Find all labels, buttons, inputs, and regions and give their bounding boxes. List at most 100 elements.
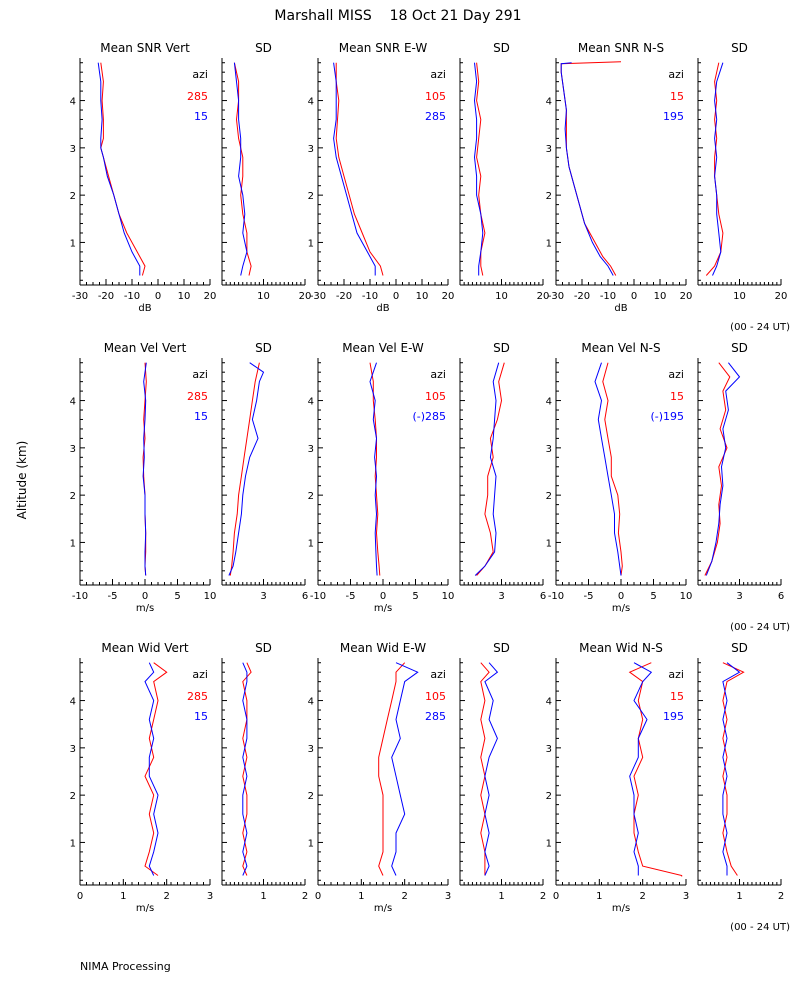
series-line-red	[335, 62, 384, 276]
series-line-red	[704, 362, 731, 576]
x-tick-label: -10	[72, 591, 88, 602]
series-line-blue	[594, 362, 622, 576]
series-line-red	[480, 662, 490, 876]
legend-entry: 285	[187, 390, 208, 403]
y-tick-label: 2	[308, 191, 314, 202]
panel-vel-ew: Mean Vel E-W 1 2 3 4 -10 -5 0 5 10 m/s azi 105 (-)285	[308, 341, 455, 614]
x-tick-label: 3	[683, 891, 689, 902]
panel-vel-vert: Mean Vel Vert 1 2 3 4 -10 -5 0 5 10 m/s azi 285 15	[70, 341, 217, 614]
y-tick-label: 2	[308, 791, 314, 802]
x-tick-label: 3	[736, 591, 742, 602]
series-line-blue	[369, 362, 378, 576]
x-tick-label: 10	[442, 591, 455, 602]
legend-title: azi	[668, 668, 684, 681]
panel-title: SD	[493, 641, 510, 655]
x-tick-label: 2	[639, 891, 645, 902]
y-tick-label: 4	[70, 397, 76, 408]
x-tick-label: 6	[540, 591, 546, 602]
series-line-red	[476, 62, 486, 276]
panel-title: Mean Vel E-W	[342, 341, 424, 355]
legend-entry: 105	[425, 90, 446, 103]
x-tick-label: 10	[178, 291, 191, 302]
x-tick-label: 20	[299, 291, 312, 302]
x-tick-label: -20	[336, 291, 352, 302]
panel-title: SD	[255, 41, 272, 55]
panel-vel-vert-sd: SD 3 6	[221, 341, 308, 602]
y-tick-label: 1	[70, 838, 76, 849]
y-tick-label: 3	[546, 444, 552, 455]
x-tick-label: 0	[142, 591, 148, 602]
time-note-row2: (00 - 24 UT)	[730, 622, 790, 633]
series-line-blue	[142, 362, 147, 576]
y-tick-label: 3	[546, 744, 552, 755]
legend-entry: 285	[187, 90, 208, 103]
legend-title: azi	[192, 668, 208, 681]
series-line-blue	[474, 362, 500, 576]
series-line-red	[369, 362, 381, 576]
legend-entry: 15	[194, 110, 208, 123]
x-tick-label: 1	[260, 891, 266, 902]
panel-wid-ns-sd: SD 1 2	[697, 641, 784, 902]
legend-title: azi	[430, 668, 446, 681]
panel-title: SD	[255, 641, 272, 655]
x-tick-label: 20	[775, 291, 788, 302]
series-line-blue	[242, 662, 248, 876]
x-tick-label: -10	[600, 291, 616, 302]
legend-entry: 15	[670, 690, 684, 703]
panel-title: Mean Vel N-S	[581, 341, 660, 355]
panel-title: SD	[255, 341, 272, 355]
panel-title: SD	[493, 41, 510, 55]
x-tick-label: 0	[631, 291, 637, 302]
series-line-red	[602, 362, 623, 576]
y-tick-label: 4	[70, 697, 76, 708]
series-line-red	[100, 62, 146, 276]
x-axis-label: dB	[614, 303, 627, 314]
panel-wid-ns: Mean Wid N-S 1 2 3 4 0 1 2 3 m/s azi 15 195	[546, 641, 690, 914]
legend-title: azi	[668, 68, 684, 81]
x-tick-label: 2	[778, 891, 784, 902]
panel-wid-ew: Mean Wid E-W 1 2 3 4 0 1 2 3 m/s azi 105 285	[308, 641, 452, 914]
panel-title: SD	[731, 641, 748, 655]
y-tick-label: 1	[546, 838, 552, 849]
y-tick-label: 1	[546, 238, 552, 249]
y-axis-label: Altitude (km)	[15, 441, 29, 520]
x-tick-label: -5	[346, 591, 356, 602]
y-tick-label: 1	[308, 838, 314, 849]
series-line-blue	[722, 662, 741, 876]
x-tick-label: 3	[260, 591, 266, 602]
x-tick-label: 0	[618, 591, 624, 602]
x-tick-label: 0	[155, 291, 161, 302]
y-tick-label: 2	[546, 491, 552, 502]
panel-title: SD	[493, 341, 510, 355]
y-tick-label: 4	[308, 97, 314, 108]
series-line-blue	[391, 662, 419, 876]
x-tick-label: 6	[778, 591, 784, 602]
x-tick-label: 1	[596, 891, 602, 902]
x-tick-label: -10	[124, 291, 140, 302]
legend-entry: 285	[187, 690, 208, 703]
x-tick-label: -5	[584, 591, 594, 602]
x-tick-label: 0	[553, 891, 559, 902]
series-line-blue	[228, 362, 265, 576]
x-tick-label: 1	[498, 891, 504, 902]
x-tick-label: 3	[498, 591, 504, 602]
panel-vel-ns: Mean Vel N-S 1 2 3 4 -10 -5 0 5 10 m/s azi 15 (-)195	[546, 341, 693, 614]
x-tick-label: -20	[98, 291, 114, 302]
y-tick-label: 2	[70, 791, 76, 802]
x-tick-label: 10	[680, 591, 693, 602]
series-line-red	[378, 662, 406, 876]
series-line-blue	[712, 62, 724, 276]
y-tick-label: 3	[308, 744, 314, 755]
x-tick-label: 0	[77, 891, 83, 902]
x-tick-label: 2	[163, 891, 169, 902]
y-tick-label: 3	[70, 144, 76, 155]
series-line-red	[560, 61, 622, 276]
panel-vel-ns-sd: SD 3 6	[697, 341, 784, 602]
panel-vel-ew-sd: SD 3 6	[459, 341, 546, 602]
y-tick-label: 4	[70, 97, 76, 108]
x-axis-label: m/s	[136, 603, 154, 614]
panel-snr-ew-sd: SD 10 20	[459, 41, 549, 302]
x-axis-label: m/s	[374, 903, 392, 914]
legend-entry: 105	[425, 690, 446, 703]
